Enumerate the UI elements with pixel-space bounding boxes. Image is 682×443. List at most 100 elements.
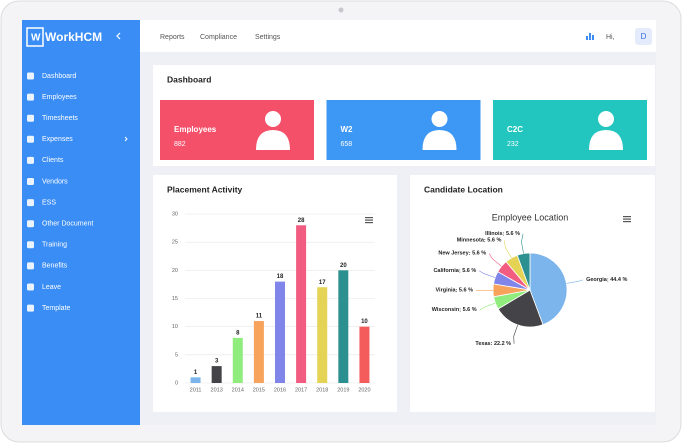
card-value: 232 (507, 141, 519, 148)
bar-value-label: 11 (256, 314, 263, 320)
menu-item[interactable]: Clients (42, 157, 64, 164)
menu-icon (27, 135, 34, 143)
card-value: 882 (174, 141, 186, 148)
menu-icon (27, 114, 34, 122)
card-label: W2 (341, 125, 354, 134)
y-tick-label: 25 (172, 240, 178, 246)
label-connector (479, 302, 496, 311)
pie-label-value: 5.6 % (472, 251, 486, 257)
bar (317, 287, 328, 383)
pie-label: California: 5.6 % (433, 268, 476, 274)
nav-link[interactable]: Reports (160, 34, 185, 41)
pie-label: Virginia: 5.6 % (435, 288, 473, 294)
nav-link[interactable]: Settings (255, 34, 281, 41)
x-tick-label: 2020 (358, 387, 370, 393)
menu-item[interactable]: Timesheets (42, 115, 78, 122)
menu-item[interactable]: Training (42, 242, 67, 249)
pie-label-name: Minnesota (457, 238, 485, 244)
label-connector (504, 240, 512, 259)
dashboard-header (153, 65, 655, 96)
pie-label-name: Georgia (586, 277, 608, 283)
x-tick-label: 2019 (337, 387, 349, 393)
avatar[interactable] (635, 28, 652, 45)
pie-label-name: Illinois (485, 231, 502, 237)
pie-label: Texas: 22.2 % (475, 341, 511, 347)
collapse-icon[interactable] (116, 32, 121, 40)
menu-item[interactable]: Template (42, 305, 71, 312)
pie-label: Georgia: 44.4 % (586, 277, 627, 283)
pie-label-value: 5.6 % (487, 238, 501, 244)
menu-item[interactable]: Dashboard (42, 73, 76, 80)
bar-value-label: 17 (319, 280, 326, 286)
icon-line (623, 218, 631, 220)
pie-label-value: 5.6 % (506, 231, 520, 237)
x-tick-label: 2016 (274, 387, 286, 393)
pie-slice (516, 252, 531, 291)
menu-item[interactable]: Other Document (42, 221, 93, 228)
menu-icon[interactable] (623, 216, 631, 223)
avatar-letter: D (641, 32, 647, 41)
menu-item[interactable]: Vendors (42, 178, 68, 185)
bar-value-label: 10 (361, 319, 368, 325)
topbar (140, 20, 656, 52)
bar-value-label: 3 (215, 359, 219, 365)
icon-line (623, 216, 631, 218)
bar (211, 366, 222, 383)
menu-icon (27, 304, 34, 312)
expenses-chevron[interactable] (124, 136, 128, 142)
menu-item[interactable]: Benefits (42, 263, 68, 270)
pie-label-name: Texas (475, 341, 490, 347)
nav-link[interactable]: Compliance (200, 34, 237, 41)
y-tick-label: 5 (175, 352, 178, 358)
panel-title: Candidate Location (424, 184, 503, 194)
menu-icon (27, 93, 34, 101)
x-tick-label: 2011 (190, 387, 202, 393)
x-tick-label: 2014 (232, 387, 244, 393)
pie-label-value: 5.6 % (462, 268, 476, 274)
pie-label-name: Virginia (435, 288, 456, 294)
card-label: Employees (174, 125, 217, 134)
logo-w: W (31, 33, 41, 44)
menu-icon (27, 156, 34, 164)
menu-item[interactable]: Expenses (42, 136, 73, 143)
bar-value-label: 20 (340, 263, 347, 269)
menu-icon (27, 220, 34, 228)
icon-line (365, 219, 373, 221)
menu-icon[interactable] (365, 217, 373, 224)
label-connector (566, 279, 584, 284)
bar (190, 377, 201, 383)
x-tick-label: 2017 (295, 387, 307, 393)
pie-label-name: New Jersey (438, 251, 469, 257)
label-connector (488, 253, 502, 267)
menu-icon (27, 199, 34, 207)
stats-icon[interactable] (586, 33, 594, 40)
pie-label-name: California (433, 268, 459, 274)
x-tick-label: 2015 (253, 387, 265, 393)
label-connector (513, 324, 518, 344)
pie-label: Wisconsin: 5.6 % (432, 308, 477, 314)
menu-icon (27, 241, 34, 249)
icon-line (365, 222, 373, 224)
icon-bar (589, 33, 591, 40)
menu-item[interactable]: Leave (42, 284, 61, 291)
card-label: C2C (507, 125, 523, 134)
logo-box (26, 27, 44, 47)
x-tick-label: 2018 (316, 387, 328, 393)
bar (253, 321, 264, 383)
menu-icon (27, 262, 34, 270)
bar (359, 326, 370, 383)
card-icon-body (256, 130, 290, 150)
card-icon-head (598, 111, 614, 127)
menu-icon (27, 283, 34, 291)
pie-label-value: 22.2 % (494, 341, 511, 347)
bar (275, 281, 285, 383)
menu-item[interactable]: Employees (42, 94, 77, 101)
panel-title: Placement Activity (167, 184, 243, 194)
pie-label-value: 5.6 % (463, 308, 477, 314)
menu-icon (27, 72, 34, 80)
menu-item[interactable]: ESS (42, 199, 56, 206)
bar (232, 337, 243, 383)
y-tick-label: 0 (175, 380, 178, 386)
icon-bar (586, 36, 588, 40)
